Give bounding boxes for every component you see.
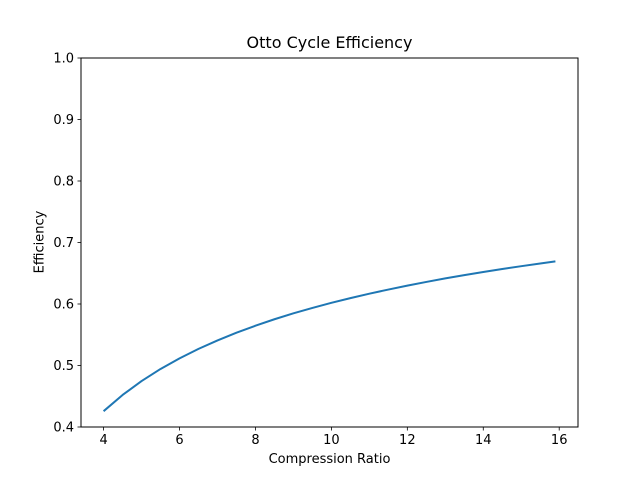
y-tick-label: 0.9 [53,113,74,128]
x-axis-label: Compression Ratio [268,452,391,467]
y-tick-label: 0.5 [53,359,74,374]
x-tick-label: 8 [251,433,259,448]
x-tick-label: 16 [551,433,568,448]
efficiency-line [102,260,556,412]
y-tick-label: 1.0 [53,52,74,67]
x-tick-label: 12 [399,433,416,448]
x-tick-label: 10 [323,433,340,448]
chart-title: Otto Cycle Efficiency [246,33,413,52]
x-tick-label: 6 [175,433,183,448]
y-tick-label: 0.7 [53,236,74,251]
y-tick-label: 0.8 [53,175,74,190]
y-tick-label: 0.4 [53,421,74,436]
x-tick-label: 14 [475,433,492,448]
x-tick-label: 4 [99,433,107,448]
y-axis-label: Efficiency [32,210,48,274]
y-tick-label: 0.6 [53,298,74,313]
x-axis-ticks: 4 6 8 10 12 14 16 [99,427,567,448]
y-axis-ticks: 0.4 0.5 0.6 0.7 0.8 0.9 1.0 [53,52,81,436]
